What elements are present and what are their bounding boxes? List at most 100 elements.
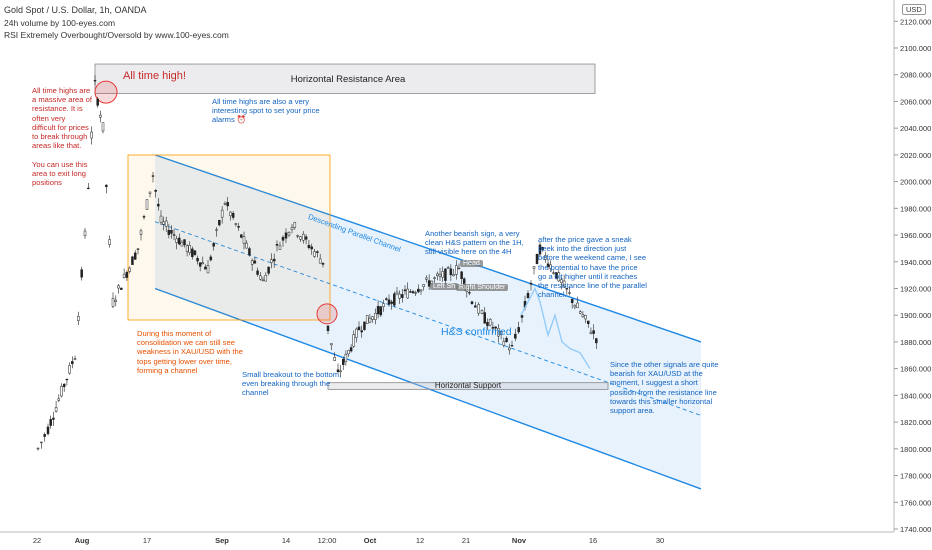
candle-body xyxy=(142,216,146,218)
consolidation-note: During this moment of consolidation we c… xyxy=(137,329,243,375)
candle-body xyxy=(133,252,137,260)
projection-path xyxy=(520,286,591,370)
y-tick-label: 1940.000 xyxy=(900,258,931,267)
candle-body xyxy=(441,271,444,278)
candle-body xyxy=(71,361,74,365)
candle-body xyxy=(403,289,407,292)
candle-body xyxy=(313,251,316,257)
resistance-area-label: Horizontal Resistance Area xyxy=(290,74,406,85)
candle-body xyxy=(128,267,131,272)
candle-body xyxy=(595,338,598,344)
x-tick-label: 16 xyxy=(589,536,597,545)
candle-body xyxy=(191,248,194,257)
candle-body xyxy=(307,244,311,249)
candle-body xyxy=(278,245,282,250)
candle-body xyxy=(212,243,215,247)
currency-badge[interactable]: USD xyxy=(902,4,926,15)
candle-body xyxy=(178,237,181,245)
candle-body xyxy=(193,250,197,255)
candle-body xyxy=(433,277,436,279)
candle-body xyxy=(371,316,374,320)
candle-body xyxy=(117,285,120,289)
candle-body xyxy=(336,369,340,373)
candle-body xyxy=(68,365,71,374)
candle-body xyxy=(40,441,43,444)
candle-body xyxy=(151,175,155,177)
candle-body xyxy=(517,327,520,333)
candle-body xyxy=(376,305,380,315)
y-tick-label: 1800.000 xyxy=(900,445,931,454)
candle-body xyxy=(460,271,463,279)
candle-body xyxy=(379,306,383,316)
candle-body xyxy=(46,426,50,435)
candle-body xyxy=(111,298,115,307)
candle-body xyxy=(390,301,393,304)
candle-body xyxy=(452,274,455,277)
candle-body xyxy=(468,292,471,294)
candle-body xyxy=(240,234,243,238)
candle-body xyxy=(541,247,544,250)
candle-body xyxy=(209,256,213,261)
candle-body xyxy=(395,291,399,295)
candle-body xyxy=(347,350,350,355)
candle-body xyxy=(549,264,552,269)
channel-lower-line xyxy=(154,287,702,490)
indicator-volume[interactable]: 24h volume by 100-eyes.com xyxy=(4,18,116,28)
candle-body xyxy=(546,263,550,267)
candle-body xyxy=(83,230,87,237)
candle-body xyxy=(483,312,486,324)
candle-body xyxy=(393,293,396,306)
candle-body xyxy=(175,238,178,243)
candle-body xyxy=(234,223,238,225)
candle-body xyxy=(215,229,218,231)
candle-body xyxy=(486,322,489,327)
candle-body xyxy=(80,269,83,278)
candle-body xyxy=(409,291,412,293)
candle-body xyxy=(87,187,90,190)
candle-body xyxy=(162,221,165,225)
candle-body xyxy=(576,302,579,309)
hs-note: Another bearish sign, a very clean H&S p… xyxy=(425,229,524,257)
candle-body xyxy=(349,347,353,352)
candle-body xyxy=(36,447,40,450)
candle-body xyxy=(275,243,279,246)
y-tick-label: 2060.000 xyxy=(900,97,931,106)
candle-body xyxy=(220,209,224,218)
right-shoulder-tag: Right Shoulder xyxy=(456,284,509,291)
candle-body xyxy=(581,314,585,317)
candle-body xyxy=(570,298,574,304)
candle-body xyxy=(589,331,593,334)
ath-circle-marker xyxy=(94,80,118,104)
candle-body xyxy=(105,184,108,188)
candle-body xyxy=(159,215,163,223)
candle-body xyxy=(422,284,425,287)
candle-body xyxy=(510,345,514,347)
projection-line xyxy=(520,286,591,370)
candle-body xyxy=(592,330,595,334)
candle-body xyxy=(499,331,503,335)
y-tick-label: 2100.000 xyxy=(900,44,931,53)
symbol-title: Gold Spot / U.S. Dollar, 1h, OANDA xyxy=(4,5,147,15)
y-tick-label: 2040.000 xyxy=(900,124,931,133)
x-tick-label: 22 xyxy=(33,536,41,545)
candle-body xyxy=(360,330,363,333)
breakout-note: Small breakout to the bottom, even break… xyxy=(242,370,342,398)
x-tick-label: 30 xyxy=(656,536,664,545)
candle-body xyxy=(73,358,77,360)
candle-body xyxy=(293,222,297,228)
candle-body xyxy=(299,236,302,240)
candle-body xyxy=(532,266,536,270)
candle-body xyxy=(180,241,184,247)
candle-body xyxy=(344,354,348,363)
candle-body xyxy=(264,275,268,282)
candle-body xyxy=(287,231,291,236)
indicator-rsi[interactable]: RSI Extremely Overbought/Oversold by www… xyxy=(4,30,229,40)
candle-body xyxy=(145,199,149,210)
candle-body xyxy=(125,271,129,278)
candle-body xyxy=(411,291,415,294)
candle-body xyxy=(363,321,366,330)
candle-body xyxy=(302,233,305,241)
consolidation-box xyxy=(127,154,331,321)
candle-body xyxy=(267,266,270,274)
